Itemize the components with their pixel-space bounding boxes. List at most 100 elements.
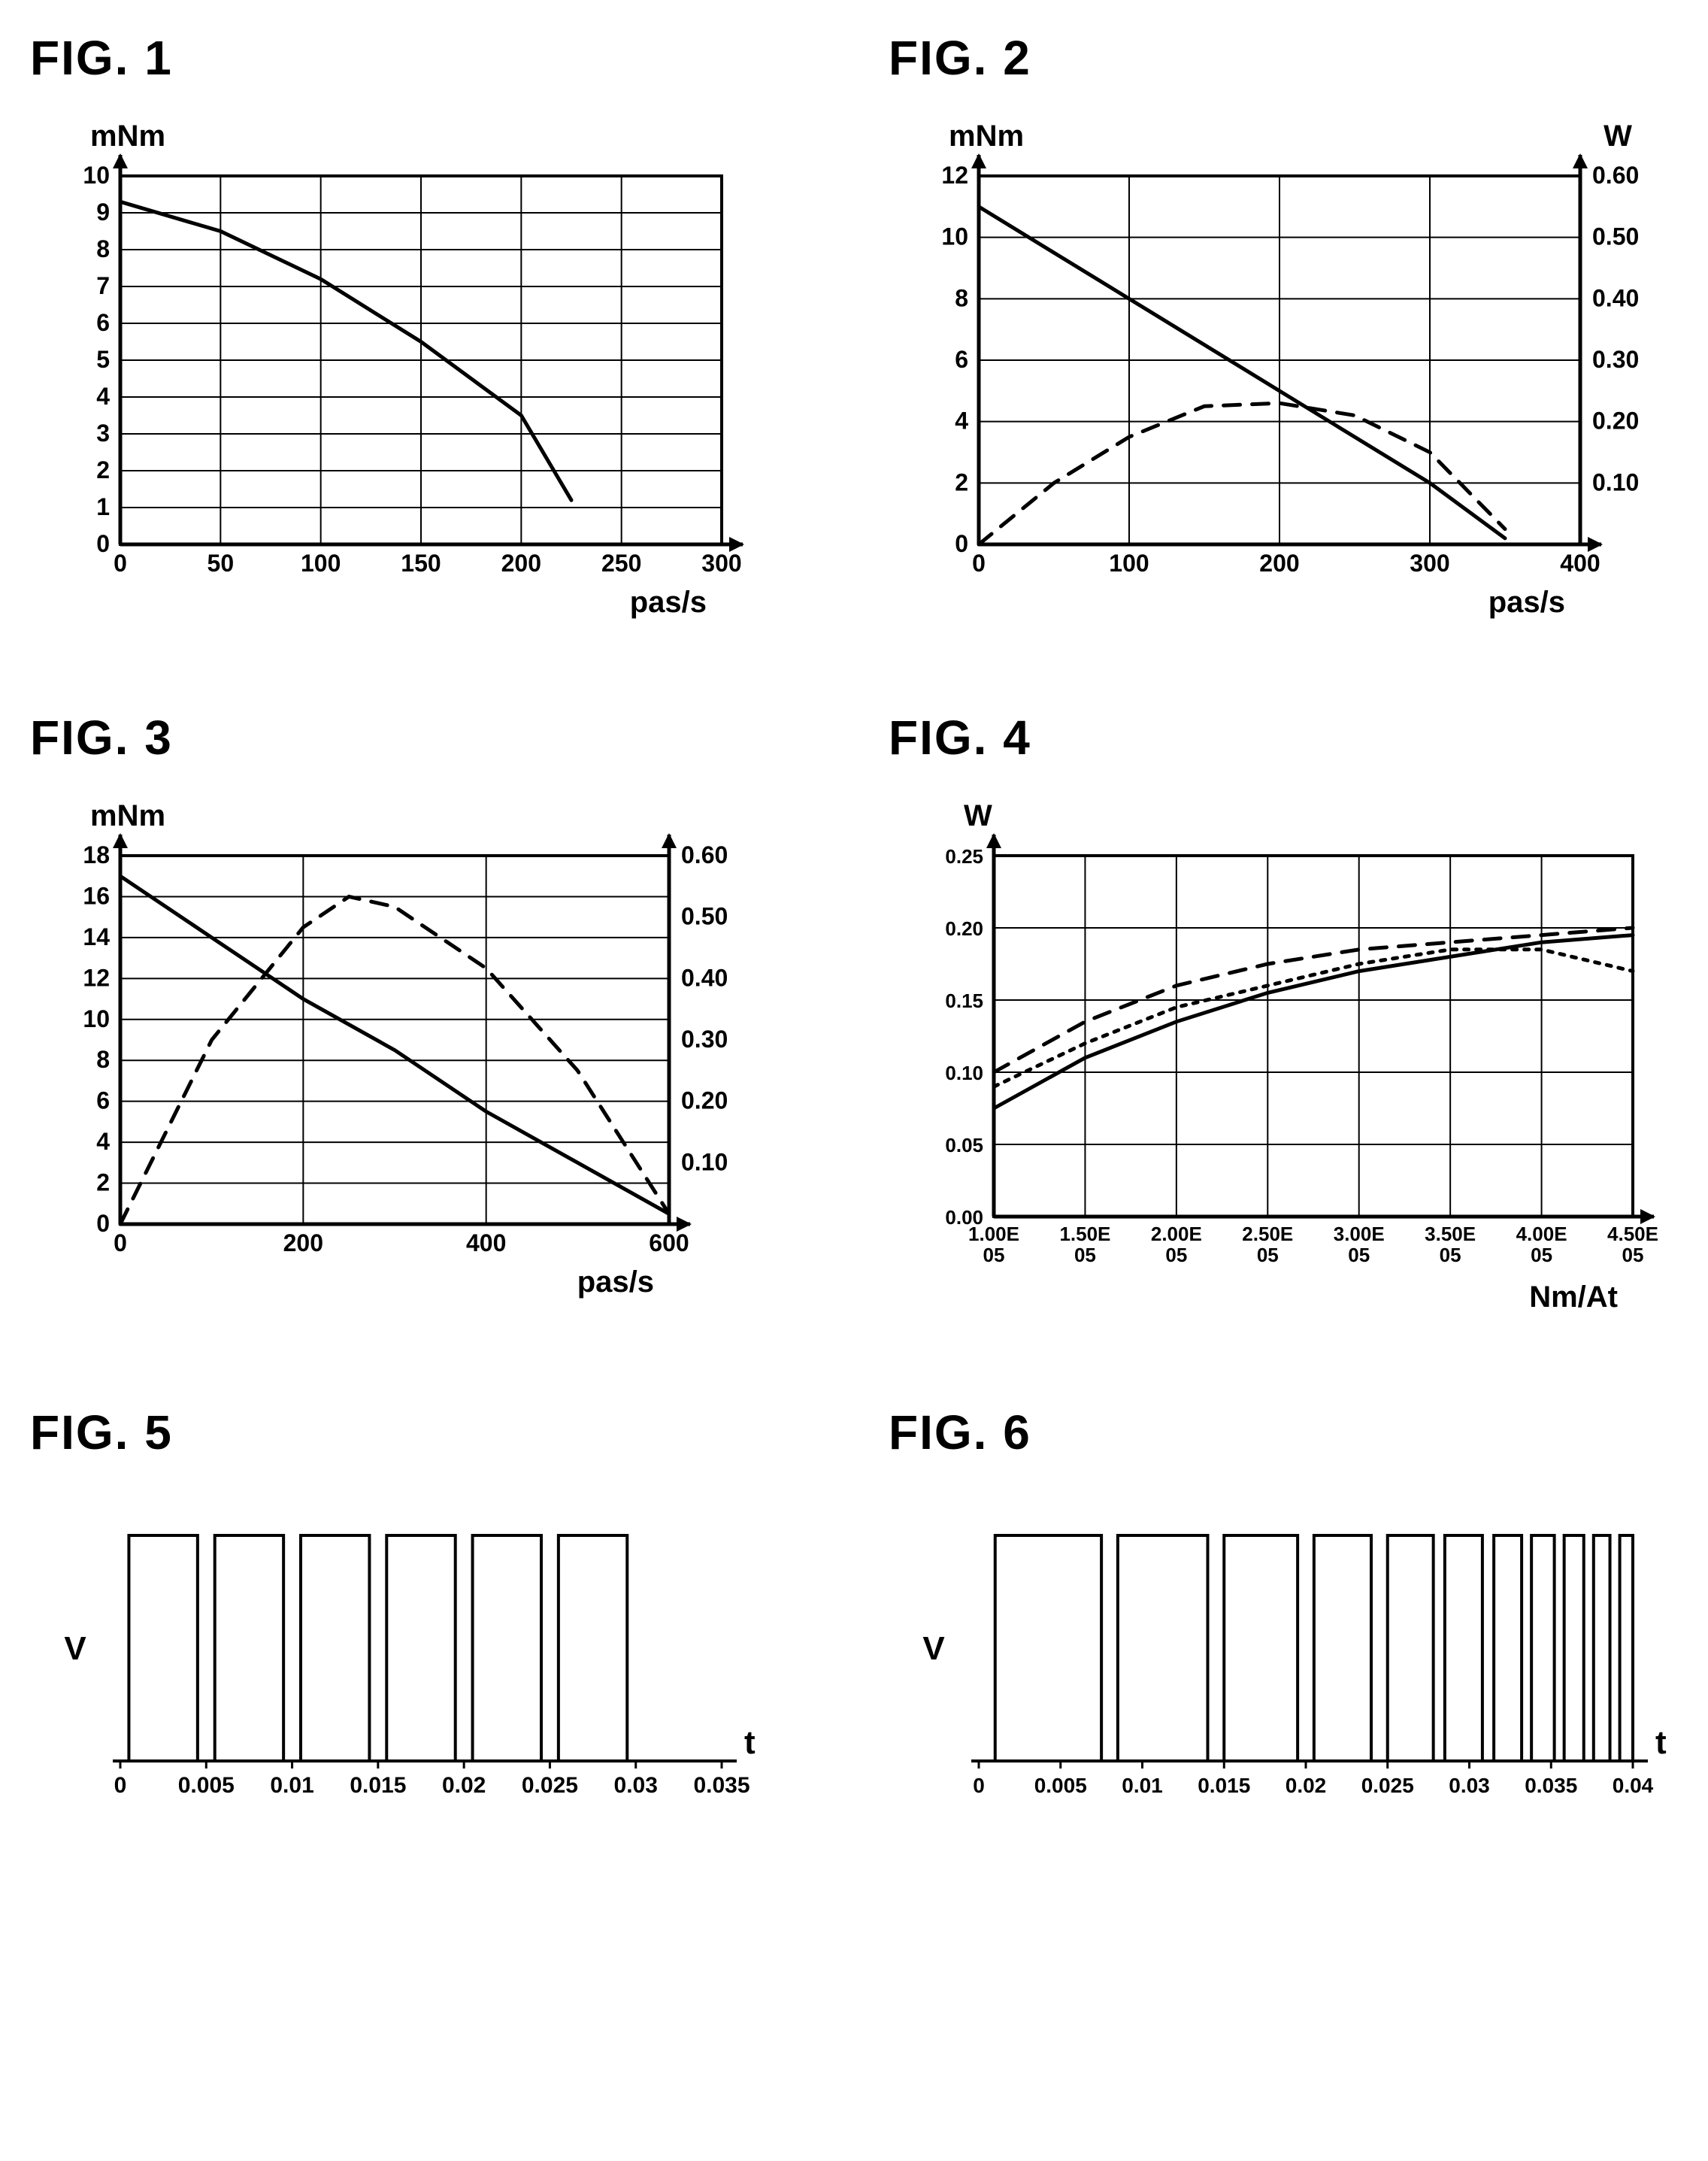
svg-text:8: 8 (96, 235, 110, 262)
svg-text:0.02: 0.02 (1286, 1774, 1327, 1797)
svg-text:0.035: 0.035 (1525, 1774, 1577, 1797)
svg-text:0.005: 0.005 (178, 1773, 235, 1798)
figure-page: FIG. 1 012345678910050100150200250300mNm… (30, 30, 1678, 1821)
svg-text:mNm: mNm (90, 120, 165, 153)
svg-text:0.60: 0.60 (1592, 162, 1639, 189)
svg-text:16: 16 (83, 882, 110, 909)
figure-3-chart: 02468101214161802004006000.100.200.300.4… (30, 788, 767, 1314)
svg-text:6: 6 (96, 1087, 110, 1114)
svg-text:10: 10 (941, 223, 968, 250)
svg-text:0: 0 (114, 1229, 127, 1256)
figure-3-block: FIG. 3 02468101214161802004006000.100.20… (30, 710, 767, 1329)
svg-text:pas/s: pas/s (1488, 586, 1565, 619)
svg-text:300: 300 (701, 550, 741, 577)
svg-text:1: 1 (96, 493, 110, 520)
svg-text:2: 2 (96, 1169, 110, 1196)
svg-text:05: 05 (1531, 1244, 1552, 1266)
figure-6-block: FIG. 6 00.0050.010.0150.020.0250.030.035… (889, 1405, 1678, 1821)
svg-text:200: 200 (1259, 550, 1299, 577)
svg-text:0.025: 0.025 (522, 1773, 578, 1798)
figure-1-block: FIG. 1 012345678910050100150200250300mNm… (30, 30, 767, 635)
svg-text:05: 05 (1440, 1244, 1461, 1266)
svg-text:0.20: 0.20 (681, 1087, 728, 1114)
svg-text:0.20: 0.20 (945, 917, 983, 940)
svg-text:0.04: 0.04 (1613, 1774, 1654, 1797)
svg-text:0.01: 0.01 (270, 1773, 313, 1798)
svg-text:0.30: 0.30 (681, 1026, 728, 1053)
svg-text:0.03: 0.03 (1449, 1774, 1490, 1797)
figure-1-chart: 012345678910050100150200250300mNmpas/s (30, 108, 767, 635)
svg-text:0.15: 0.15 (945, 990, 983, 1012)
figure-5-chart: 00.0050.010.0150.020.0250.030.035Vt (30, 1483, 767, 1821)
svg-text:0.01: 0.01 (1122, 1774, 1163, 1797)
svg-text:0.02: 0.02 (442, 1773, 486, 1798)
svg-text:0: 0 (972, 550, 986, 577)
svg-text:0.25: 0.25 (945, 845, 983, 868)
svg-text:50: 50 (207, 550, 235, 577)
svg-text:200: 200 (501, 550, 541, 577)
svg-text:8: 8 (96, 1046, 110, 1073)
figure-2-chart: 02468101201002003004000.100.200.300.400.… (889, 108, 1678, 635)
svg-text:0.10: 0.10 (681, 1148, 728, 1175)
figure-4-chart: 0.000.050.100.150.200.251.00E051.50E052.… (889, 788, 1678, 1329)
figure-6-chart: 00.0050.010.0150.020.0250.030.0350.04Vt (889, 1483, 1678, 1821)
svg-text:7: 7 (96, 272, 110, 299)
svg-text:mNm: mNm (90, 799, 165, 832)
svg-text:05: 05 (1257, 1244, 1279, 1266)
svg-text:0: 0 (973, 1774, 985, 1797)
figure-5-block: FIG. 5 00.0050.010.0150.020.0250.030.035… (30, 1405, 767, 1821)
svg-text:05: 05 (983, 1244, 1005, 1266)
svg-text:4: 4 (955, 408, 968, 435)
svg-text:10: 10 (83, 162, 110, 189)
svg-text:6: 6 (96, 309, 110, 336)
svg-text:0: 0 (114, 550, 127, 577)
figure-3-title: FIG. 3 (30, 710, 767, 765)
figure-1-title: FIG. 1 (30, 30, 767, 86)
svg-text:0.50: 0.50 (1592, 223, 1639, 250)
svg-text:4: 4 (96, 1128, 110, 1155)
svg-text:W: W (964, 799, 992, 832)
svg-text:1.00E: 1.00E (968, 1223, 1019, 1245)
svg-text:V: V (64, 1630, 86, 1667)
figure-4-title: FIG. 4 (889, 710, 1678, 765)
svg-text:mNm: mNm (949, 120, 1024, 153)
svg-text:4: 4 (96, 383, 110, 410)
svg-text:Nm/At: Nm/At (1529, 1281, 1618, 1314)
figure-4-block: FIG. 4 0.000.050.100.150.200.251.00E051.… (889, 710, 1678, 1329)
svg-text:t: t (744, 1724, 756, 1761)
row-1: FIG. 1 012345678910050100150200250300mNm… (30, 30, 1678, 635)
svg-text:05: 05 (1622, 1244, 1644, 1266)
svg-text:0.60: 0.60 (681, 841, 728, 868)
svg-text:0.10: 0.10 (1592, 468, 1639, 496)
figure-2-title: FIG. 2 (889, 30, 1678, 86)
figure-5-title: FIG. 5 (30, 1405, 767, 1460)
svg-text:100: 100 (1109, 550, 1149, 577)
svg-text:10: 10 (83, 1005, 110, 1032)
svg-text:0: 0 (955, 530, 968, 557)
row-2: FIG. 3 02468101214161802004006000.100.20… (30, 710, 1678, 1329)
svg-text:0.015: 0.015 (350, 1773, 406, 1798)
figure-2-block: FIG. 2 02468101201002003004000.100.200.3… (889, 30, 1678, 635)
svg-text:3: 3 (96, 420, 110, 447)
svg-text:400: 400 (466, 1229, 506, 1256)
svg-text:2.50E: 2.50E (1242, 1223, 1293, 1245)
svg-text:0.015: 0.015 (1198, 1774, 1250, 1797)
svg-text:0.40: 0.40 (1592, 284, 1639, 311)
svg-text:200: 200 (283, 1229, 323, 1256)
svg-text:0.005: 0.005 (1034, 1774, 1087, 1797)
svg-text:4.50E: 4.50E (1607, 1223, 1658, 1245)
row-3: FIG. 5 0 0.005 0.01 0.015 0.02 0.025 0.03 0.035… (30, 1405, 1678, 1821)
svg-text:8: 8 (955, 284, 968, 311)
svg-text:2: 2 (955, 468, 968, 496)
svg-text:3.50E: 3.50E (1425, 1223, 1476, 1245)
svg-text:05: 05 (1348, 1244, 1370, 1266)
svg-text:2.00E: 2.00E (1151, 1223, 1202, 1245)
svg-text:250: 250 (601, 550, 641, 577)
svg-text:14: 14 (83, 923, 110, 950)
svg-text:0.025: 0.025 (1361, 1774, 1414, 1797)
svg-text:0: 0 (96, 1210, 110, 1237)
svg-text:4.00E: 4.00E (1516, 1223, 1567, 1245)
svg-text:9: 9 (96, 199, 110, 226)
svg-text:0.20: 0.20 (1592, 408, 1639, 435)
svg-text:W: W (1604, 120, 1632, 153)
